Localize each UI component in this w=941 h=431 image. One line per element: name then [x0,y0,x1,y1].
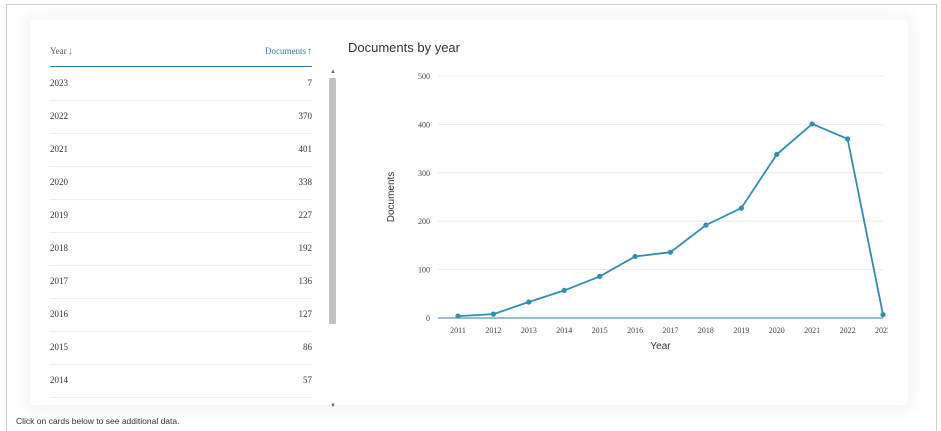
year-cell: 2022 [50,111,68,121]
data-point[interactable] [632,253,638,260]
x-tick-label: 2017 [663,326,679,335]
y-tick-label: 0 [426,314,430,323]
data-point[interactable] [774,151,780,158]
table-row: 2023 7 [50,68,312,101]
x-tick-label: 2015 [592,326,608,335]
documents-column-header[interactable]: Documents↑ [265,46,312,57]
gridlines [438,75,883,319]
table-scrollbar[interactable]: ▲ ▼ [327,68,339,410]
documents-cell: 86 [303,342,312,352]
y-axis-ticks: 0 100 200 300 400 500 [418,72,430,323]
year-cell: 2016 [50,309,68,319]
data-points [455,121,886,319]
data-point[interactable] [490,311,497,317]
y-axis-label: Documents [386,172,397,223]
x-tick-label: 2022 [840,326,856,335]
x-tick-label: 2020 [769,326,785,335]
year-cell: 2015 [50,342,68,352]
year-cell: 2021 [50,144,68,154]
documents-cell: 338 [298,177,313,187]
table-body: 2023 7 2022 370 2021 401 2020 338 2019 227 20… [50,68,312,412]
year-cell: 2023 [50,78,68,88]
table-header: Year↓ Documents↑ [50,42,312,67]
documents-cell: 370 [298,111,313,121]
x-tick-label: 2014 [556,326,572,335]
year-cell: 2017 [50,276,68,286]
documents-cell: 136 [298,276,313,286]
data-point[interactable] [844,136,851,142]
x-tick-label: 2021 [804,326,820,335]
documents-table: Year↓ Documents↑ 2023 7 2022 370 2021 401 2… [50,42,340,410]
x-tick-label: 2013 [521,326,537,335]
x-tick-label: 2019 [733,326,749,335]
documents-cell: 192 [298,243,313,253]
documents-by-year-card: Year↓ Documents↑ 2023 7 2022 370 2021 401 2… [30,20,908,410]
data-point[interactable] [455,313,461,319]
scrollbar-thumb[interactable] [329,78,336,324]
year-cell: 2014 [50,375,68,385]
x-tick-label: 2012 [485,326,501,335]
footer-note: Click on cards below to see additional d… [16,416,180,426]
table-row: 2016 127 [50,299,312,332]
sort-down-arrow-icon: ↓ [67,46,73,57]
documents-cell: 127 [298,309,313,319]
data-point[interactable] [526,299,532,305]
year-header-label: Year [50,46,67,56]
documents-cell: 227 [298,210,313,220]
table-row: 2020 338 [50,167,312,200]
scroll-up-arrow-icon[interactable]: ▲ [330,69,336,75]
year-cell: 2020 [50,177,68,187]
documents-cell: 7 [307,78,313,88]
x-axis-ticks: 2011 2012 2013 2014 2015 2016 2017 2018 2019 2020… [450,326,888,335]
series-line [457,122,884,317]
data-point[interactable] [597,273,603,279]
y-tick-label: 400 [418,120,430,129]
x-tick-label: 2018 [698,326,714,335]
data-point[interactable] [880,312,886,318]
y-tick-label: 300 [418,169,430,178]
x-tick-label: 2016 [627,326,643,335]
x-axis-label: Year [650,341,671,352]
y-tick-label: 500 [418,72,430,81]
year-cell: 2018 [50,243,68,253]
data-point[interactable] [738,205,744,211]
data-point[interactable] [809,121,815,127]
table-row: 2021 401 [50,134,312,167]
year-column-header[interactable]: Year↓ [50,46,73,57]
y-tick-label: 100 [418,266,430,275]
table-row: 2017 136 [50,266,312,299]
y-tick-label: 200 [418,217,430,226]
documents-cell: 57 [303,375,312,385]
documents-header-label: Documents [265,46,306,56]
x-tick-label: 2011 [450,326,466,335]
scroll-down-arrow-icon[interactable]: ▼ [330,403,336,409]
data-point[interactable] [703,222,709,228]
table-row: 2018 192 [50,233,312,266]
data-point[interactable] [561,287,567,294]
x-tick-label: 2023 [875,326,888,335]
table-row: 2022 370 [50,101,312,134]
year-cell: 2019 [50,210,68,220]
table-row: 2019 227 [50,200,312,233]
table-row: 2014 57 [50,365,312,398]
documents-cell: 401 [298,144,313,154]
data-point[interactable] [667,249,674,255]
table-row: 2015 86 [50,332,312,365]
chart-title: Documents by year [348,40,460,55]
sort-up-arrow-icon: ↑ [307,46,312,57]
